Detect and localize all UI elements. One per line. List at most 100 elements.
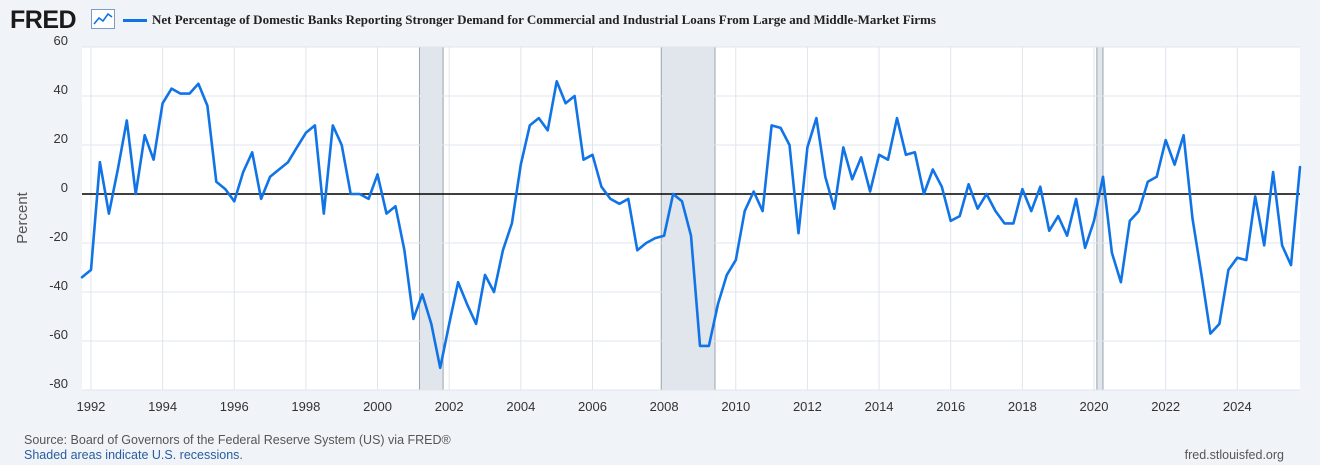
data-point[interactable] bbox=[806, 146, 809, 149]
data-point[interactable] bbox=[1200, 273, 1203, 276]
data-point[interactable] bbox=[1057, 215, 1060, 218]
data-point[interactable] bbox=[905, 153, 908, 156]
data-point[interactable] bbox=[994, 210, 997, 213]
data-point[interactable] bbox=[779, 126, 782, 129]
data-point[interactable] bbox=[1030, 210, 1033, 213]
data-point[interactable] bbox=[1102, 175, 1105, 178]
data-point[interactable] bbox=[484, 273, 487, 276]
data-point[interactable] bbox=[1272, 171, 1275, 174]
recession-note[interactable]: Shaded areas indicate U.S. recessions. bbox=[24, 448, 243, 462]
data-point[interactable] bbox=[1146, 180, 1149, 183]
data-point[interactable] bbox=[1128, 220, 1131, 223]
data-point[interactable] bbox=[851, 178, 854, 181]
data-point[interactable] bbox=[340, 144, 343, 147]
data-point[interactable] bbox=[1119, 281, 1122, 284]
data-point[interactable] bbox=[349, 193, 352, 196]
data-point[interactable] bbox=[403, 249, 406, 252]
data-point[interactable] bbox=[681, 200, 684, 203]
data-point[interactable] bbox=[457, 281, 460, 284]
data-point[interactable] bbox=[600, 185, 603, 188]
data-point[interactable] bbox=[233, 200, 236, 203]
data-point[interactable] bbox=[1227, 269, 1230, 272]
data-point[interactable] bbox=[394, 205, 397, 208]
data-point[interactable] bbox=[815, 117, 818, 120]
data-point[interactable] bbox=[967, 183, 970, 186]
data-point[interactable] bbox=[931, 168, 934, 171]
data-point[interactable] bbox=[1012, 222, 1015, 225]
data-point[interactable] bbox=[555, 80, 558, 83]
data-point[interactable] bbox=[1021, 188, 1024, 191]
data-point[interactable] bbox=[224, 188, 227, 191]
data-point[interactable] bbox=[546, 129, 549, 132]
data-point[interactable] bbox=[725, 273, 728, 276]
data-point[interactable] bbox=[1111, 251, 1114, 254]
data-point[interactable] bbox=[287, 161, 290, 164]
data-point[interactable] bbox=[125, 119, 128, 122]
data-point[interactable] bbox=[564, 102, 567, 105]
data-point[interactable] bbox=[1084, 247, 1087, 250]
data-point[interactable] bbox=[869, 190, 872, 193]
data-point[interactable] bbox=[1093, 220, 1096, 223]
data-point[interactable] bbox=[304, 131, 307, 134]
data-point[interactable] bbox=[134, 193, 137, 196]
data-point[interactable] bbox=[152, 158, 155, 161]
data-point[interactable] bbox=[797, 232, 800, 235]
data-point[interactable] bbox=[591, 153, 594, 156]
data-point[interactable] bbox=[197, 82, 200, 85]
data-point[interactable] bbox=[1254, 195, 1257, 198]
data-point[interactable] bbox=[466, 303, 469, 306]
data-point[interactable] bbox=[269, 175, 272, 178]
data-point[interactable] bbox=[636, 249, 639, 252]
data-point[interactable] bbox=[824, 175, 827, 178]
data-point[interactable] bbox=[412, 318, 415, 321]
data-point[interactable] bbox=[537, 117, 540, 120]
data-point[interactable] bbox=[528, 124, 531, 127]
data-point[interactable] bbox=[896, 117, 899, 120]
data-point[interactable] bbox=[1173, 163, 1176, 166]
data-point[interactable] bbox=[358, 193, 361, 196]
data-point[interactable] bbox=[448, 322, 451, 325]
data-point[interactable] bbox=[887, 158, 890, 161]
data-point[interactable] bbox=[439, 367, 442, 370]
data-point[interactable] bbox=[99, 161, 102, 164]
site-url[interactable]: fred.stlouisfed.org bbox=[1184, 448, 1284, 462]
data-point[interactable] bbox=[278, 168, 281, 171]
data-point[interactable] bbox=[627, 198, 630, 201]
data-point[interactable] bbox=[1182, 134, 1185, 137]
data-point[interactable] bbox=[179, 92, 182, 95]
data-point[interactable] bbox=[716, 303, 719, 306]
data-point[interactable] bbox=[1290, 264, 1293, 267]
series-line[interactable] bbox=[80, 80, 1302, 370]
data-point[interactable] bbox=[645, 242, 648, 245]
data-point[interactable] bbox=[242, 171, 245, 174]
data-point[interactable] bbox=[1218, 322, 1221, 325]
data-point[interactable] bbox=[582, 158, 585, 161]
data-point[interactable] bbox=[116, 168, 119, 171]
data-point[interactable] bbox=[976, 207, 979, 210]
data-point[interactable] bbox=[206, 104, 209, 107]
data-point[interactable] bbox=[519, 163, 522, 166]
data-point[interactable] bbox=[1191, 217, 1194, 220]
data-point[interactable] bbox=[493, 291, 496, 294]
data-point[interactable] bbox=[761, 210, 764, 213]
data-point[interactable] bbox=[161, 102, 164, 105]
data-point[interactable] bbox=[475, 322, 478, 325]
data-point[interactable] bbox=[922, 193, 925, 196]
data-point[interactable] bbox=[260, 198, 263, 201]
data-point[interactable] bbox=[510, 222, 513, 225]
data-point[interactable] bbox=[609, 198, 612, 201]
data-point[interactable] bbox=[322, 212, 325, 215]
data-point[interactable] bbox=[1039, 185, 1042, 188]
data-point[interactable] bbox=[573, 95, 576, 98]
data-point[interactable] bbox=[842, 146, 845, 149]
data-point[interactable] bbox=[949, 220, 952, 223]
data-point[interactable] bbox=[1155, 175, 1158, 178]
data-point[interactable] bbox=[1299, 166, 1302, 169]
data-point[interactable] bbox=[1075, 198, 1078, 201]
data-point[interactable] bbox=[618, 202, 621, 205]
data-point[interactable] bbox=[421, 293, 424, 296]
data-point[interactable] bbox=[663, 234, 666, 237]
data-point[interactable] bbox=[188, 92, 191, 95]
data-point[interactable] bbox=[672, 193, 675, 196]
data-point[interactable] bbox=[215, 180, 218, 183]
